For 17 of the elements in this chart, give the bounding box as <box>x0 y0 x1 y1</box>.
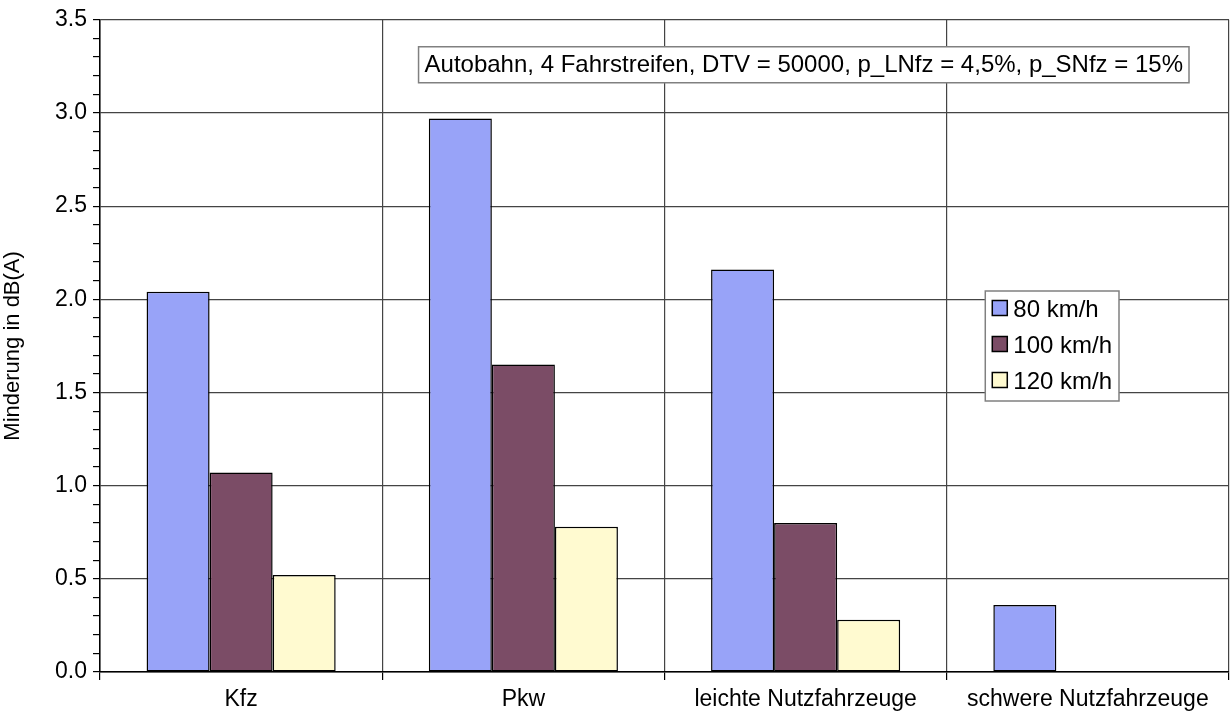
y-tick-label: 0.5 <box>55 564 87 591</box>
y-tick-label: 2.5 <box>55 191 87 218</box>
annotation: Autobahn, 4 Fahrstreifen, DTV = 50000, p_LNfz = 4,5%, p_SNfz = 15% <box>424 50 1183 78</box>
x-tick-label: Pkw <box>501 685 546 712</box>
legend-label: 100 km/h <box>1013 330 1112 358</box>
y-tick-label: 1.0 <box>55 471 87 497</box>
y-tick-label: 3.5 <box>55 5 87 32</box>
y-tick-label: 2.0 <box>55 284 87 311</box>
x-tick-label: leichte Nutzfahrzeuge <box>694 685 917 712</box>
legend-label: 120 km/h <box>1013 366 1112 394</box>
y-tick-label: 0.0 <box>55 657 87 684</box>
legend-label: 80 km/h <box>1013 294 1099 322</box>
x-tick-label: Kfz <box>224 685 258 712</box>
y-tick-label: 3.0 <box>55 98 87 125</box>
y-tick-label: 1.5 <box>55 377 87 404</box>
y-axis-title: Minderung in dB(A) <box>0 251 25 441</box>
x-tick-label: schwere Nutzfahrzeuge <box>967 685 1209 712</box>
